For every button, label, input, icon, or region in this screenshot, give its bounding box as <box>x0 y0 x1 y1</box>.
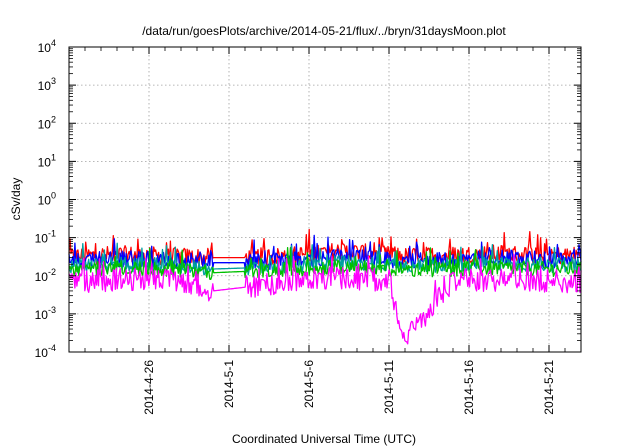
chart-title: /data/run/goesPlots/archive/2014-05-21/f… <box>142 24 506 38</box>
series-group <box>68 228 582 345</box>
y-tick-label: 100 <box>38 191 56 208</box>
y-tick-label: 10-3 <box>35 305 56 322</box>
y-tick-label: 101 <box>38 152 56 169</box>
x-tick-label: 2014-5-6 <box>302 360 316 408</box>
y-axis-label: cSv/day <box>9 178 23 221</box>
x-tick-label: 2014-4-26 <box>142 360 156 415</box>
y-tick-label: 10-4 <box>35 343 56 360</box>
y-tick-label: 104 <box>38 38 56 55</box>
axis-ticks <box>69 46 581 353</box>
series-line <box>68 253 582 345</box>
y-tick-labels: 10-4 10-3 10-2 10-1 100 101 102 103 104 <box>35 38 56 360</box>
x-tick-label: 2014-5-11 <box>382 360 396 414</box>
x-tick-label: 2014-5-21 <box>542 360 556 415</box>
y-tick-label: 10-2 <box>35 267 56 284</box>
y-tick-label: 10-1 <box>35 229 56 246</box>
x-tick-label: 2014-5-16 <box>462 360 476 415</box>
series-line <box>68 246 582 280</box>
y-tick-label: 102 <box>38 114 56 131</box>
grid-lines <box>69 47 581 352</box>
x-tick-label: 2014-5-1 <box>222 360 236 408</box>
series-line <box>68 228 582 267</box>
x-tick-labels: 2014-4-26 2014-5-1 2014-5-6 2014-5-11 2014-5… <box>142 360 556 415</box>
series-line <box>68 242 582 276</box>
x-axis-label: Coordinated Universal Time (UTC) <box>232 432 416 446</box>
y-tick-label: 103 <box>38 76 56 93</box>
